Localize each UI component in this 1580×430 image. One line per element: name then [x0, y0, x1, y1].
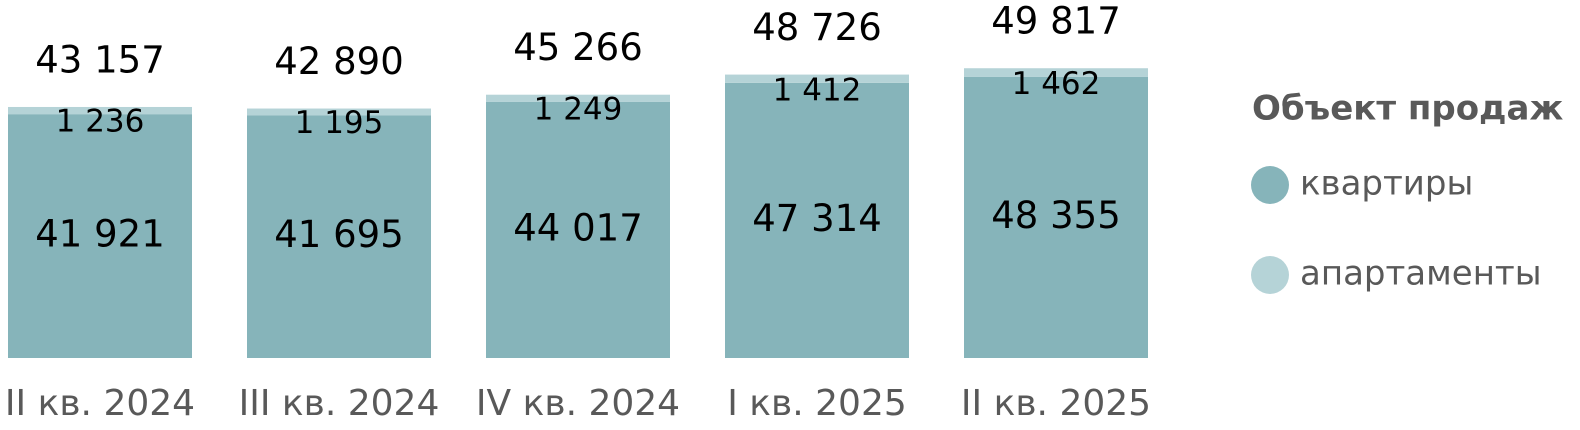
- bar-segment: [725, 82, 909, 359]
- value-label: 1 462: [1012, 66, 1101, 102]
- bar-segment: [964, 76, 1148, 359]
- bar-segment: [486, 94, 670, 102]
- value-label: 1 236: [56, 104, 145, 140]
- total-label: 43 157: [35, 38, 164, 81]
- bar-segment: [725, 74, 909, 83]
- legend-marker: [1251, 256, 1289, 294]
- total-label: 49 817: [991, 0, 1120, 43]
- legend-label: апартаменты: [1300, 254, 1542, 294]
- value-label: 1 195: [295, 105, 384, 141]
- value-label: 1 249: [534, 91, 623, 127]
- total-label: 42 890: [274, 40, 403, 83]
- total-label: 45 266: [513, 26, 642, 69]
- bar-segment: [964, 68, 1148, 77]
- value-label: 1 412: [773, 72, 862, 108]
- total-label: 48 726: [752, 6, 881, 49]
- value-label: 41 695: [274, 213, 403, 256]
- value-label: 47 314: [752, 197, 881, 240]
- legend-title: Объект продаж: [1252, 89, 1563, 129]
- x-tick-label: IV кв. 2024: [476, 383, 680, 424]
- bar-segment: [8, 106, 192, 115]
- value-label: 48 355: [991, 194, 1120, 237]
- legend-marker: [1251, 166, 1289, 204]
- bar-segment: [247, 108, 431, 116]
- x-tick-label: I кв. 2025: [727, 383, 907, 424]
- x-tick-label: III кв. 2024: [239, 383, 440, 424]
- bar-segment: [247, 115, 431, 358]
- value-label: 41 921: [35, 213, 164, 256]
- bar-segment: [8, 114, 192, 358]
- value-label: 44 017: [513, 206, 642, 249]
- bar-segment: [486, 101, 670, 359]
- legend-label: квартиры: [1300, 164, 1473, 204]
- x-tick-label: II кв. 2024: [5, 383, 195, 424]
- x-tick-label: II кв. 2025: [961, 383, 1151, 424]
